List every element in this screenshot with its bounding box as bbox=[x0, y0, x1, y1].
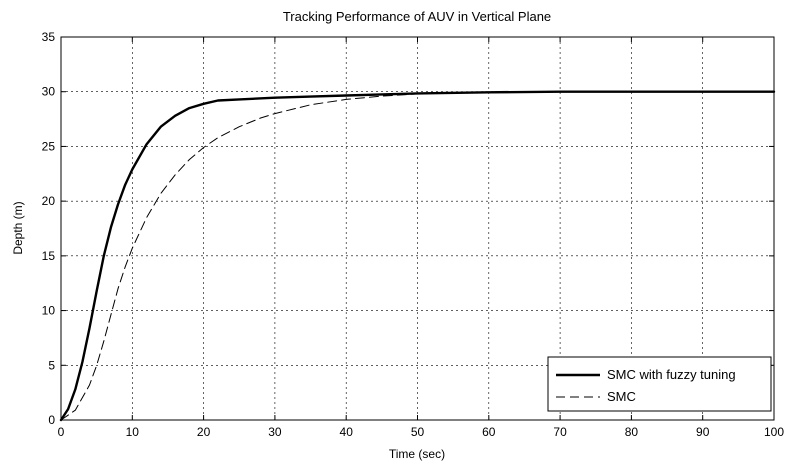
x-tick-label: 10 bbox=[126, 425, 140, 439]
legend-label-fuzzy: SMC with fuzzy tuning bbox=[607, 367, 736, 382]
y-tick-label: 15 bbox=[42, 249, 56, 263]
x-tick-label: 80 bbox=[625, 425, 639, 439]
y-axis-label: Depth (m) bbox=[11, 201, 25, 254]
y-tick-label: 35 bbox=[42, 30, 56, 44]
series-line-smc bbox=[60, 91, 775, 421]
legend-box bbox=[547, 356, 772, 412]
y-tick-label: 10 bbox=[42, 304, 56, 318]
y-tick-label: 30 bbox=[42, 85, 56, 99]
y-tick-label: 25 bbox=[42, 139, 56, 153]
chart-title: Tracking Performance of AUV in Vertical … bbox=[283, 9, 551, 24]
y-tick-label: 0 bbox=[48, 413, 55, 427]
x-tick-label: 40 bbox=[340, 425, 354, 439]
x-tick-label: 90 bbox=[696, 425, 710, 439]
x-tick-label: 30 bbox=[268, 425, 282, 439]
y-tick-label: 5 bbox=[48, 358, 55, 372]
x-axis-label: Time (sec) bbox=[389, 447, 445, 461]
legend: SMC with fuzzy tuning SMC bbox=[547, 356, 772, 412]
grid bbox=[61, 37, 774, 420]
y-tick-label: 20 bbox=[42, 194, 56, 208]
x-tick-label: 50 bbox=[411, 425, 425, 439]
x-tick-label: 60 bbox=[482, 425, 496, 439]
x-tick-label: 20 bbox=[197, 425, 211, 439]
x-tick-label: 0 bbox=[58, 425, 65, 439]
axis-ticks: 0 10 20 30 40 50 60 70 80 90 100 0 5 10 15 20 25 30 35 bbox=[42, 30, 785, 439]
series-lines bbox=[59, 90, 776, 422]
x-tick-label: 100 bbox=[764, 425, 784, 439]
x-tick-label: 70 bbox=[553, 425, 567, 439]
legend-label-smc: SMC bbox=[607, 389, 636, 404]
